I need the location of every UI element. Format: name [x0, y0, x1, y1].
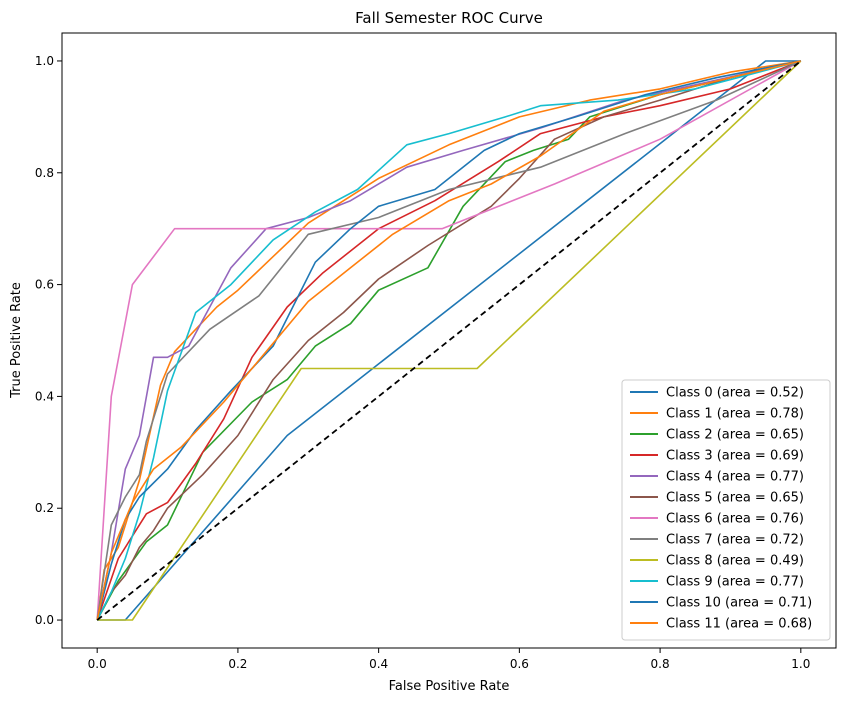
x-tick-label: 0.2: [228, 657, 247, 671]
legend-label: Class 10 (area = 0.71): [666, 596, 812, 611]
y-tick-label: 0.4: [35, 389, 54, 403]
x-tick-label: 1.0: [791, 657, 810, 671]
y-tick-label: 0.8: [35, 166, 54, 180]
x-tick-label: 0.0: [88, 657, 107, 671]
legend-label: Class 2 (area = 0.65): [666, 428, 804, 443]
series-line-class-8: [97, 60, 802, 621]
series-line-class-10: [96, 60, 801, 621]
legend-label: Class 5 (area = 0.65): [666, 491, 804, 506]
y-tick-label: 0.2: [35, 501, 54, 515]
series-line-class-6: [96, 60, 802, 621]
legend: Class 0 (area = 0.52) Class 1 (area = 0.7…: [621, 379, 831, 641]
plot-lines: [96, 60, 802, 621]
series-line-class-7: [96, 60, 802, 621]
series-line-class-5: [96, 60, 801, 621]
x-tick-label: 0.4: [369, 657, 388, 671]
legend-label: Class 3 (area = 0.69): [666, 449, 804, 464]
legend-label: Class 1 (area = 0.78): [666, 407, 804, 422]
series-line-class-1: [96, 60, 801, 621]
legend-label: Class 9 (area = 0.77): [666, 575, 804, 590]
y-tick-label: 0.0: [35, 613, 54, 627]
y-tick-label: 0.6: [35, 278, 54, 292]
series-line-class-3: [96, 60, 802, 621]
series-line-class-2: [96, 60, 801, 621]
legend-label: Class 6 (area = 0.76): [666, 512, 804, 527]
legend-label: Class 7 (area = 0.72): [666, 533, 804, 548]
series-line-class-9: [96, 60, 802, 621]
legend-label: Class 4 (area = 0.77): [666, 470, 804, 485]
x-axis-title: False Positive Rate: [389, 679, 510, 694]
y-tick-label: 1.0: [35, 54, 54, 68]
chart-title: Fall Semester ROC Curve: [355, 9, 543, 27]
series-line-class-11: [96, 60, 801, 621]
legend-label: Class 11 (area = 0.68): [666, 617, 812, 632]
x-tick-label: 0.8: [651, 657, 670, 671]
y-axis: 0.0 0.2 0.4 0.6 0.8 1.0: [35, 54, 62, 627]
x-tick-label: 0.6: [510, 657, 529, 671]
plot-frame: [61, 32, 837, 649]
legend-label: Class 8 (area = 0.49): [666, 554, 804, 569]
legend-label: Class 0 (area = 0.52): [666, 386, 804, 401]
x-axis: 0.0 0.2 0.4 0.6 0.8 1.0: [88, 648, 810, 671]
legend-box: [621, 379, 831, 641]
y-axis-title: True Positive Rate: [9, 282, 24, 399]
